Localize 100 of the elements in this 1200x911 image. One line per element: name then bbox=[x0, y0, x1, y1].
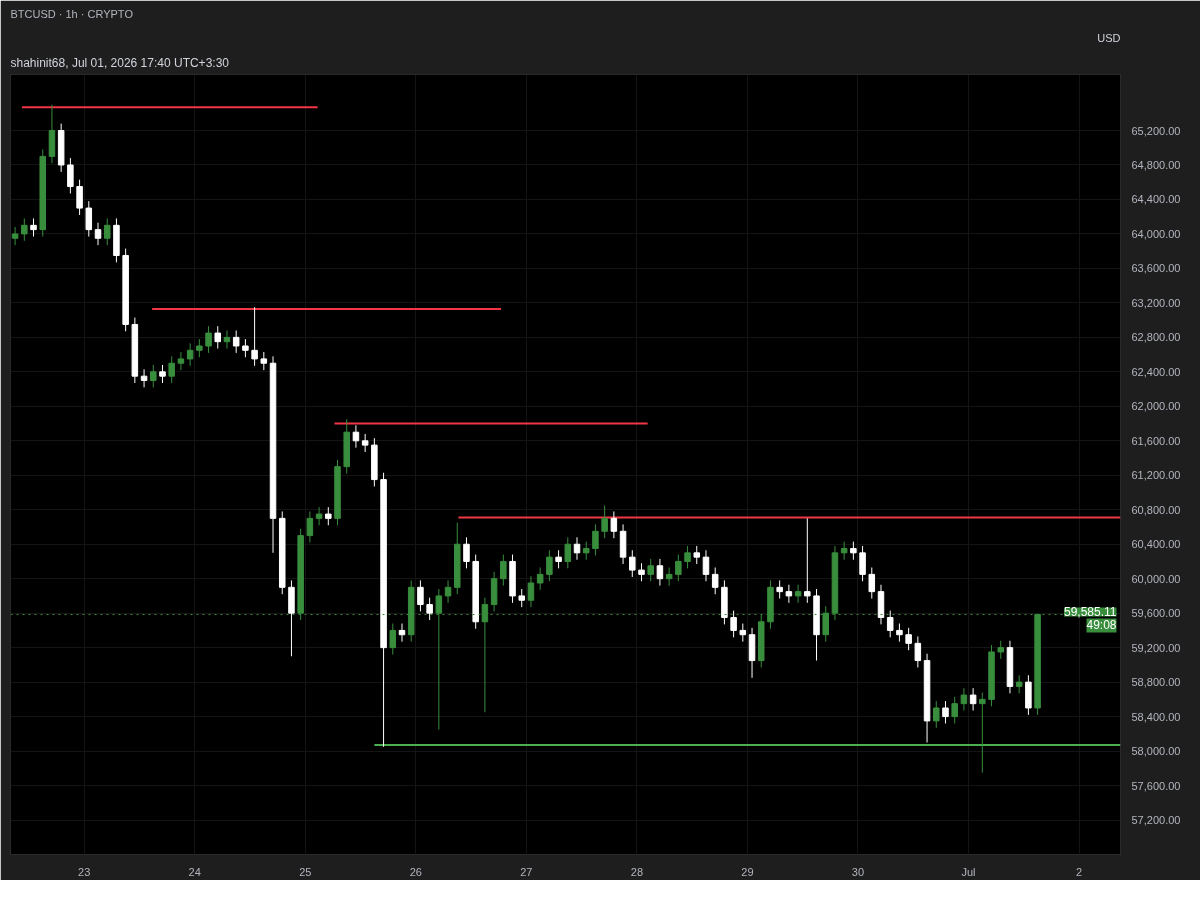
candlestick bbox=[785, 584, 793, 604]
candlestick bbox=[67, 157, 74, 194]
candlestick bbox=[361, 433, 369, 453]
x-tick-label: 29 bbox=[741, 865, 754, 878]
candlestick bbox=[463, 536, 470, 569]
y-tick-label: 60,800.00 bbox=[1131, 503, 1181, 516]
x-tick-label: 28 bbox=[630, 865, 644, 878]
candlestick bbox=[969, 687, 977, 712]
candlestick bbox=[260, 351, 268, 371]
x-tick-label: 30 bbox=[851, 865, 865, 878]
candlestick bbox=[546, 549, 553, 582]
candlestick bbox=[159, 364, 166, 384]
candlestick bbox=[564, 536, 572, 569]
candlestick bbox=[426, 597, 433, 621]
candlestick bbox=[325, 506, 332, 526]
x-tick-label: 2 bbox=[1075, 865, 1083, 878]
candlestick bbox=[251, 306, 258, 367]
candlestick bbox=[868, 566, 876, 600]
y-tick-label: 59,200.00 bbox=[1131, 641, 1181, 654]
candlestick bbox=[665, 566, 673, 587]
candlestick bbox=[536, 566, 544, 591]
chart-title: BTCUSD · 1h · CRYPTO bbox=[10, 7, 134, 20]
x-tick-label: 27 bbox=[520, 865, 533, 878]
candlestick bbox=[21, 217, 28, 242]
y-tick-label: 59,600.00 bbox=[1131, 607, 1181, 620]
x-tick-label: 25 bbox=[299, 865, 312, 878]
y-tick-label: 62,400.00 bbox=[1131, 365, 1181, 378]
y-tick-label: 64,400.00 bbox=[1131, 193, 1181, 206]
candlestick bbox=[500, 554, 507, 587]
candlestick bbox=[242, 338, 249, 358]
candlestick bbox=[997, 640, 1005, 660]
candlestick bbox=[1015, 674, 1023, 694]
candlestick bbox=[960, 687, 968, 712]
candlestick bbox=[905, 627, 912, 651]
candlestick bbox=[417, 579, 424, 612]
candlestick bbox=[656, 558, 664, 587]
candlestick bbox=[886, 610, 894, 638]
y-tick-label: 60,400.00 bbox=[1131, 538, 1181, 551]
y-tick-label: 61,600.00 bbox=[1131, 434, 1181, 447]
candlestick bbox=[730, 610, 737, 638]
candlestick bbox=[739, 623, 747, 643]
x-tick-label: 24 bbox=[188, 865, 201, 878]
candlestick bbox=[675, 554, 682, 582]
candlestick bbox=[684, 545, 691, 569]
candlestick bbox=[150, 364, 157, 388]
x-tick-label: Jul bbox=[961, 865, 976, 878]
candlestick bbox=[214, 325, 222, 350]
y-tick-label: 57,200.00 bbox=[1131, 814, 1181, 827]
candlestick bbox=[315, 506, 323, 526]
candlestick bbox=[582, 541, 590, 561]
y-tick-label: 58,400.00 bbox=[1131, 710, 1181, 723]
candlestick bbox=[933, 700, 940, 729]
x-tick-label: 26 bbox=[409, 865, 422, 878]
candlestick bbox=[94, 222, 102, 246]
candlestick bbox=[859, 545, 866, 582]
candlestick bbox=[592, 523, 599, 556]
candlestick bbox=[11, 226, 19, 246]
candlestick bbox=[205, 325, 212, 354]
y-tick-label: 62,800.00 bbox=[1131, 331, 1181, 344]
candlestick bbox=[168, 355, 175, 384]
candlestick bbox=[610, 510, 618, 539]
candlestick bbox=[306, 510, 314, 543]
candlestick bbox=[186, 342, 194, 367]
candlestick bbox=[776, 579, 783, 600]
candlestick bbox=[804, 517, 811, 604]
y-tick-label: 60,000.00 bbox=[1131, 572, 1181, 585]
candlestick bbox=[232, 329, 240, 354]
candlestick bbox=[103, 217, 111, 246]
candlestick bbox=[601, 504, 608, 539]
candlestick bbox=[85, 200, 93, 238]
candlestick bbox=[638, 562, 645, 582]
ref-line-label: 59,585.11 bbox=[1064, 605, 1117, 620]
candlestick bbox=[914, 635, 922, 668]
candlestick bbox=[850, 541, 857, 561]
candlestick bbox=[527, 575, 535, 608]
x-tick-label: 23 bbox=[78, 865, 91, 878]
candlestick bbox=[951, 696, 958, 724]
y-tick-label: 62,000.00 bbox=[1131, 400, 1181, 413]
y-tick-label: 63,200.00 bbox=[1131, 296, 1181, 309]
text: USD bbox=[1097, 31, 1121, 44]
y-tick-label: 64,800.00 bbox=[1131, 159, 1181, 171]
candlestick bbox=[196, 338, 203, 358]
candlestick bbox=[30, 217, 37, 238]
y-tick-label: 61,200.00 bbox=[1131, 469, 1181, 482]
candlestick bbox=[629, 549, 636, 578]
candlestick bbox=[794, 584, 802, 604]
candlestick bbox=[979, 691, 986, 774]
candlestick bbox=[702, 549, 710, 582]
candlestick bbox=[840, 541, 848, 561]
annotation: 49:08 bbox=[1086, 618, 1117, 633]
y-tick-label: 64,000.00 bbox=[1131, 227, 1181, 240]
candlestick bbox=[518, 588, 526, 608]
y-tick-label: 57,600.00 bbox=[1131, 779, 1181, 792]
candlestick bbox=[76, 179, 83, 216]
candlestick bbox=[942, 700, 949, 724]
y-tick-label: 63,600.00 bbox=[1131, 262, 1181, 275]
candlestick bbox=[555, 549, 562, 569]
candlestick bbox=[389, 623, 397, 656]
y-tick-label: 58,000.00 bbox=[1131, 745, 1181, 758]
candlestick bbox=[711, 566, 719, 595]
